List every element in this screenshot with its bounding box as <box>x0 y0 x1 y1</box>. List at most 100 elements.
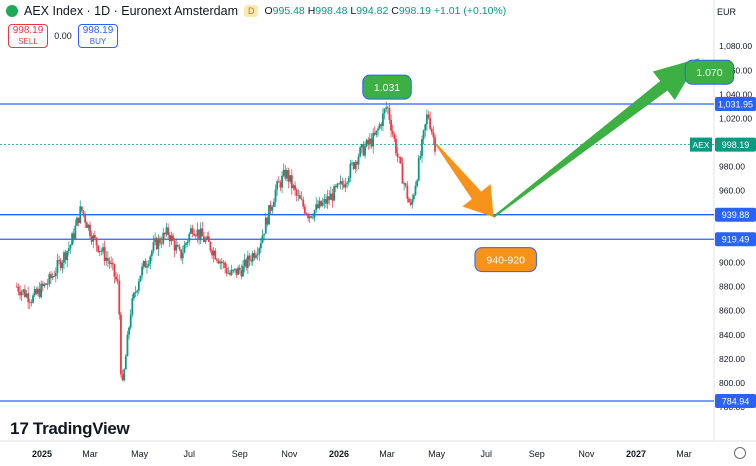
level-label-bg <box>715 207 756 222</box>
candle-body <box>95 237 98 246</box>
candle-body <box>421 138 423 156</box>
candle-body <box>32 295 34 303</box>
candle-body <box>255 255 257 258</box>
y-tick-label: 1,060.00 <box>719 65 752 75</box>
candle-body <box>264 217 267 234</box>
candle-body <box>72 233 75 239</box>
candle-body <box>217 260 220 264</box>
candle-body <box>380 124 383 126</box>
candle-body <box>152 242 155 252</box>
x-tick-label: 2026 <box>329 449 349 459</box>
candle-body <box>302 199 305 207</box>
candle-body <box>144 260 147 268</box>
candle-body <box>360 144 363 148</box>
candle-body <box>53 275 56 277</box>
trade-panel: 998.19 SELL 0.00 998.19 BUY <box>8 24 118 48</box>
candle-body <box>211 250 213 256</box>
candle-body <box>97 245 100 252</box>
tradingview-logo-icon: 17 <box>10 419 29 438</box>
candle-body <box>227 272 230 274</box>
x-tick-label: Mar <box>379 449 395 459</box>
candle-body <box>273 201 275 207</box>
candle-body <box>188 233 191 242</box>
candle-body <box>375 130 378 135</box>
candle-body <box>412 194 415 200</box>
candle-body <box>85 222 88 228</box>
candle-body <box>107 257 109 261</box>
candle-body <box>162 232 165 244</box>
candle-body <box>111 262 114 265</box>
candle-body <box>123 369 126 381</box>
candle-body <box>206 236 209 240</box>
candle-body <box>370 138 373 147</box>
candle-body <box>136 290 139 293</box>
instrument-title[interactable]: AEX Index · 1D · Euronext Amsterdam <box>24 4 238 18</box>
candle-body <box>30 302 33 304</box>
level-label-bg <box>715 97 756 111</box>
candle-body <box>82 210 85 215</box>
candle-body <box>77 217 80 223</box>
buy-label: BUY <box>89 37 107 46</box>
candle-body <box>35 289 38 294</box>
candle-body <box>372 132 375 147</box>
candle-body <box>40 283 43 298</box>
candle-body <box>357 156 360 165</box>
settings-gear-icon[interactable] <box>734 447 746 459</box>
candle-body <box>268 204 270 225</box>
currency-label[interactable]: EUR <box>716 7 736 17</box>
y-tick-label: 1,020.00 <box>719 113 752 123</box>
x-tick-label: May <box>131 449 149 459</box>
candle-body <box>150 251 153 257</box>
candle-body <box>58 260 60 261</box>
candle-body <box>313 210 316 218</box>
x-tick-label: Jul <box>481 449 493 459</box>
candle-body <box>178 246 181 250</box>
tradingview-logo[interactable]: 17 TradingView <box>10 419 130 438</box>
sell-button[interactable]: 998.19 SELL <box>8 24 48 48</box>
candle-body <box>359 147 362 157</box>
symbol-tag-bg <box>690 137 712 152</box>
candle-body <box>108 260 111 264</box>
candle-body <box>176 244 179 247</box>
candle-body <box>351 162 353 164</box>
candle-body <box>64 252 67 261</box>
candle-body <box>17 286 20 292</box>
candle-body <box>45 283 47 285</box>
candle-body <box>349 163 352 178</box>
candle-body <box>261 235 264 243</box>
candle-body <box>289 175 292 182</box>
candle-body <box>191 228 194 234</box>
candle-body <box>100 251 103 252</box>
candle-body <box>250 260 253 262</box>
candle-body <box>292 185 295 189</box>
candle-body <box>290 175 293 189</box>
candle-body <box>427 114 430 119</box>
candle-body <box>76 217 78 226</box>
x-tick-label: Sep <box>529 449 545 459</box>
candle-body <box>37 288 39 294</box>
candle-body <box>160 243 163 245</box>
candle-body <box>98 251 101 252</box>
candle-body <box>90 236 93 242</box>
candle-body <box>253 252 256 258</box>
candle-body <box>297 195 300 197</box>
candle-body <box>422 130 425 139</box>
candle-body <box>175 244 178 251</box>
candle-body <box>305 213 308 215</box>
candle-body <box>251 252 254 262</box>
annotation-label: 1.070 <box>696 67 722 79</box>
candle-body <box>334 186 337 188</box>
candle-body <box>276 181 279 190</box>
buy-button[interactable]: 998.19 BUY <box>78 24 118 48</box>
candle-body <box>331 193 334 201</box>
candle-body <box>338 183 340 185</box>
candle-body <box>279 182 282 188</box>
candle-body <box>408 198 410 203</box>
candle-body <box>116 279 119 281</box>
candle-body <box>113 264 116 277</box>
candle-body <box>328 196 331 200</box>
candle-body <box>320 200 322 206</box>
candle-body <box>398 156 401 158</box>
buy-price: 998.19 <box>82 25 114 36</box>
